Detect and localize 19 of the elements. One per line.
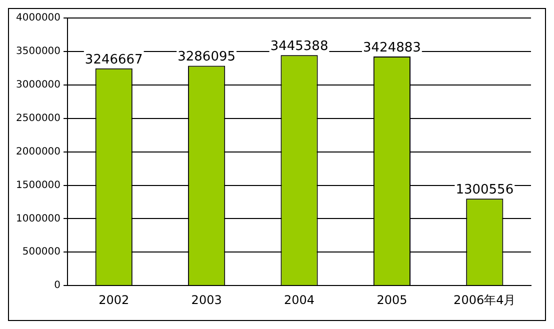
data-label: 3445388 bbox=[270, 38, 328, 54]
data-label: 3286095 bbox=[178, 50, 236, 65]
y-tick-label: 3000000 bbox=[16, 79, 61, 90]
data-label: 1300556 bbox=[456, 182, 514, 198]
y-tick-label: 2000000 bbox=[16, 146, 61, 158]
y-tick-label: 0 bbox=[54, 280, 61, 292]
y-tick-label: 500000 bbox=[22, 246, 61, 258]
y-tick-label: 2500000 bbox=[16, 112, 61, 124]
data-label: 3246667 bbox=[84, 52, 143, 68]
y-tick-label: 1500000 bbox=[16, 180, 61, 191]
y-tick-label: 4000000 bbox=[16, 12, 61, 24]
x-tick-label: 2003 bbox=[191, 292, 222, 307]
data-label: 3424883 bbox=[363, 40, 421, 56]
x-tick-label: 2005 bbox=[376, 292, 408, 307]
y-tick-label: 3500000 bbox=[16, 46, 61, 58]
x-tick-label: 2006年4月 bbox=[454, 292, 516, 307]
x-tick-label: 2002 bbox=[98, 292, 130, 307]
y-tick-label: 1000000 bbox=[16, 213, 61, 224]
x-tick-label: 2004 bbox=[284, 292, 315, 307]
